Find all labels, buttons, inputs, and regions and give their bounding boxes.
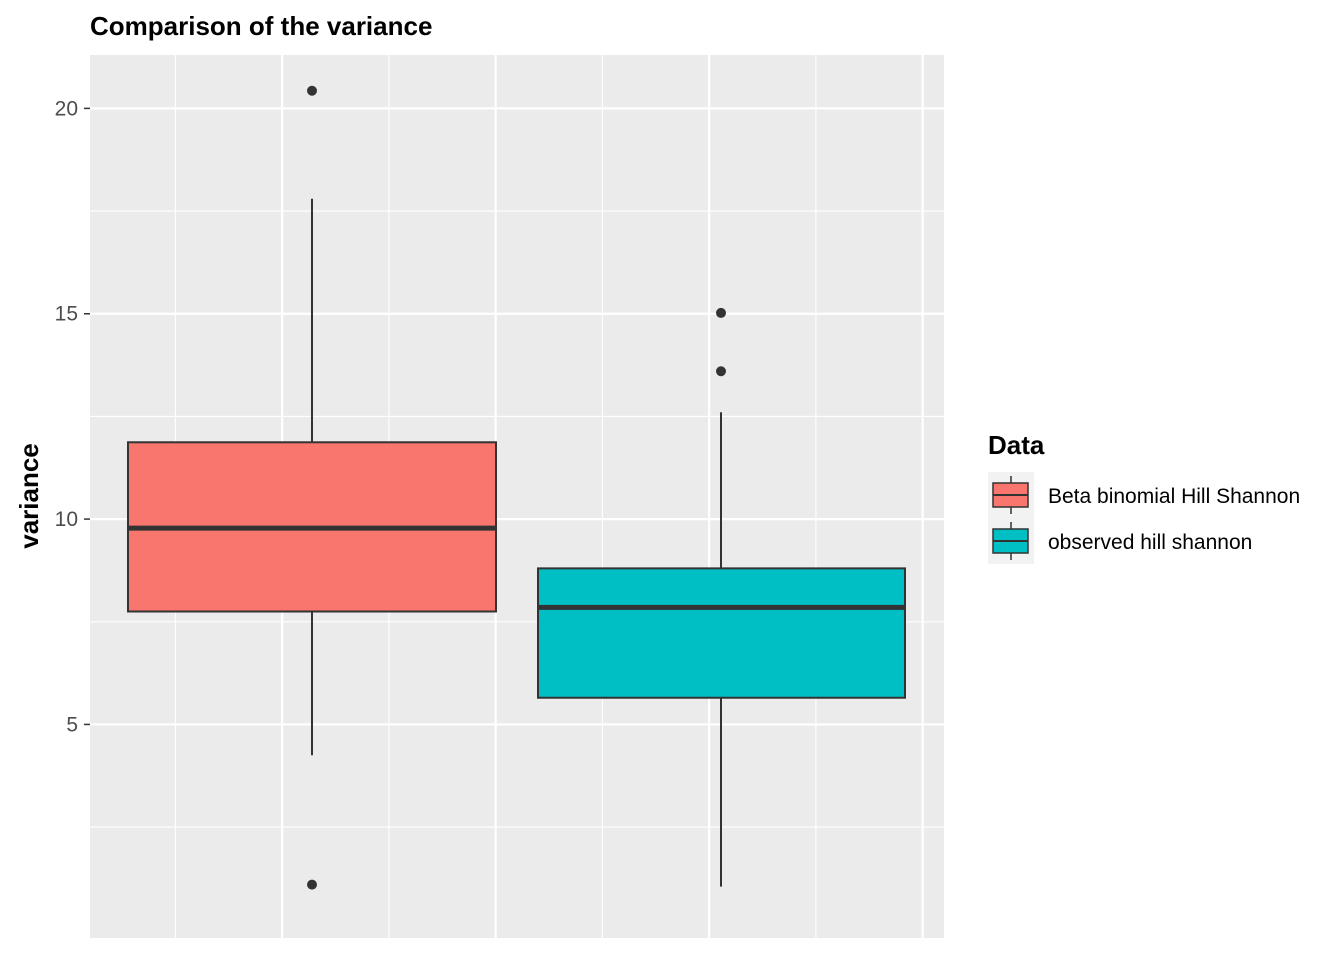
y-tick-label: 15 bbox=[55, 303, 78, 326]
y-tick-label: 20 bbox=[55, 97, 78, 120]
y-axis-label: variance bbox=[14, 443, 44, 549]
outlier-point bbox=[307, 85, 317, 96]
chart-title: Comparison of the variance bbox=[90, 11, 432, 41]
legend-item: observed hill shannon bbox=[992, 522, 1252, 560]
legend-item: Beta binomial Hill Shannon bbox=[992, 476, 1300, 514]
box-2 bbox=[537, 307, 906, 887]
box-iqr bbox=[537, 567, 906, 699]
outlier-point bbox=[307, 879, 317, 890]
y-axis-ticks: 5 10 15 20 bbox=[55, 97, 90, 736]
boxes bbox=[127, 85, 906, 890]
legend: Data Beta binomial Hill Shannon observed … bbox=[988, 430, 1300, 564]
y-tick-label: 10 bbox=[55, 508, 78, 531]
outlier-point bbox=[716, 366, 726, 377]
legend-label: observed hill shannon bbox=[1048, 531, 1252, 554]
legend-title: Data bbox=[988, 430, 1045, 460]
y-tick-label: 5 bbox=[66, 713, 78, 736]
box-1 bbox=[127, 85, 497, 890]
outlier-point bbox=[716, 307, 726, 318]
legend-label: Beta binomial Hill Shannon bbox=[1048, 485, 1300, 508]
